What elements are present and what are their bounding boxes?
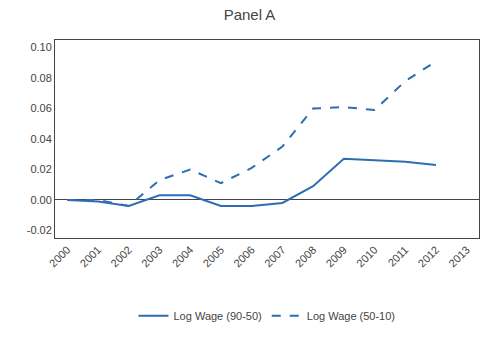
svg-text:2004: 2004 (170, 244, 196, 270)
svg-text:Panel A: Panel A (224, 6, 276, 23)
svg-text:0.10: 0.10 (30, 41, 51, 53)
svg-text:2002: 2002 (108, 244, 134, 270)
svg-text:2011: 2011 (385, 244, 410, 269)
svg-text:2010: 2010 (354, 244, 380, 270)
svg-text:0.06: 0.06 (30, 102, 51, 114)
svg-text:2013: 2013 (446, 244, 472, 270)
svg-text:0.02: 0.02 (30, 163, 51, 175)
svg-text:2006: 2006 (231, 244, 257, 270)
svg-text:Log Wage (50-10): Log Wage (50-10) (307, 310, 395, 322)
svg-text:2012: 2012 (415, 244, 441, 270)
svg-text:0.04: 0.04 (30, 133, 51, 145)
svg-text:2007: 2007 (262, 244, 288, 270)
svg-text:Log Wage (90-50): Log Wage (90-50) (174, 310, 262, 322)
svg-text:2009: 2009 (323, 244, 349, 270)
svg-text:2000: 2000 (47, 244, 73, 270)
svg-text:0.00: 0.00 (30, 194, 51, 206)
svg-text:-0.02: -0.02 (27, 224, 52, 236)
svg-text:2005: 2005 (200, 244, 226, 270)
svg-text:0.08: 0.08 (30, 72, 51, 84)
svg-text:2008: 2008 (293, 244, 319, 270)
svg-text:2003: 2003 (139, 244, 165, 270)
svg-text:2001: 2001 (78, 244, 104, 270)
